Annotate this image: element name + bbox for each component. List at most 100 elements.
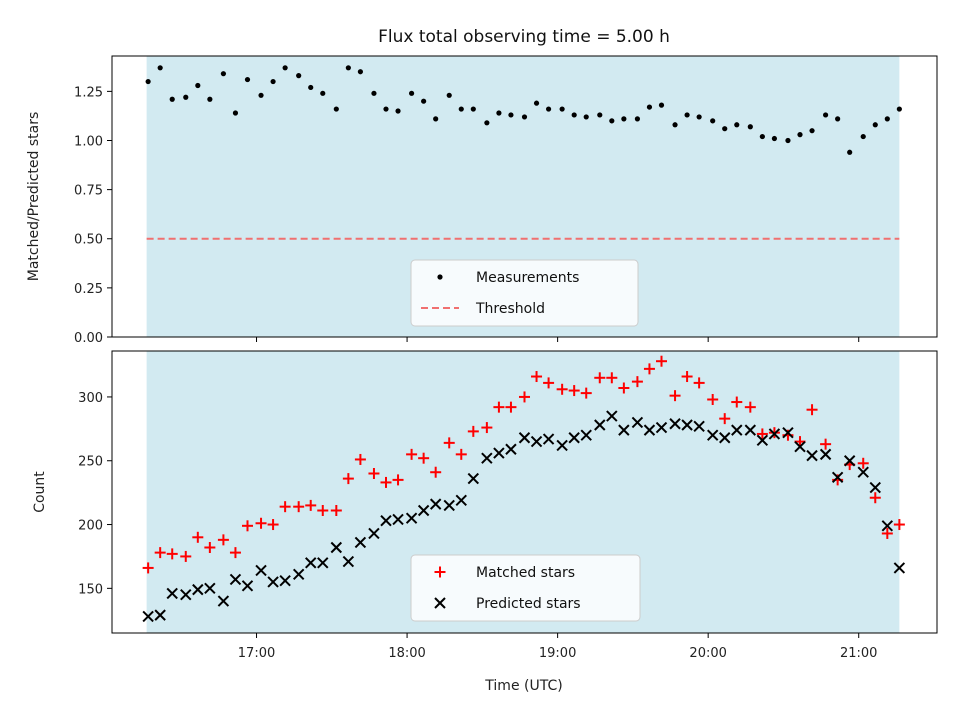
- chart-title: Flux total observing time = 5.00 h: [378, 27, 670, 47]
- point-dot-7-shape: [232, 110, 239, 116]
- point-plus-36: [594, 372, 606, 384]
- point-x-38-d2: [618, 424, 630, 436]
- point-x-41-d2: [655, 421, 668, 434]
- point-dot-60: [896, 106, 902, 112]
- point-plus-18: [368, 467, 380, 479]
- point-x-34: [568, 432, 580, 444]
- point-dot-12-shape: [296, 73, 302, 79]
- point-x-11: [279, 574, 291, 587]
- point-x-29: [505, 443, 517, 455]
- point-x-13: [305, 557, 317, 569]
- point-dot-32: [545, 106, 552, 112]
- point-x-3: [180, 589, 192, 601]
- point-dot-60-shape: [896, 106, 902, 112]
- point-dot-15-shape: [333, 106, 339, 112]
- point-plus-41: [655, 355, 667, 367]
- y-axis-label: Matched/Predicted stars: [26, 112, 42, 282]
- point-dot-12: [296, 73, 302, 79]
- point-x-29-d2: [505, 443, 517, 455]
- point-dot-17: [357, 69, 364, 75]
- point-x-43-d2: [681, 419, 693, 431]
- point-dot-9-shape: [258, 92, 264, 98]
- y-tick-label: 1.25: [74, 85, 103, 100]
- point-x-4-d2: [192, 583, 204, 596]
- point-dot-18: [371, 90, 377, 96]
- point-x-56: [843, 455, 856, 467]
- point-dot-11-shape: [282, 65, 288, 71]
- point-x-27-d2: [481, 452, 493, 464]
- point-x-2: [166, 587, 178, 600]
- point-x-42: [669, 418, 681, 430]
- y-tick-label: 150: [78, 582, 103, 597]
- point-dot-43-shape: [684, 112, 690, 118]
- point-x-6: [217, 595, 230, 607]
- point-x-36: [594, 419, 606, 431]
- point-dot-49: [759, 133, 765, 140]
- point-x-6-d2: [217, 595, 230, 607]
- point-x-44-d2: [693, 420, 705, 432]
- point-dot-48: [747, 124, 753, 130]
- point-dot-14: [320, 90, 326, 96]
- legend-label: Predicted stars: [476, 596, 581, 612]
- legend-swatch-dot-shape: [437, 274, 443, 280]
- point-dot-28-shape: [496, 110, 502, 116]
- point-x-16: [342, 555, 355, 568]
- point-plus-24: [443, 437, 455, 449]
- point-dot-3-shape: [183, 94, 189, 100]
- point-dot-41: [658, 102, 665, 108]
- x-tick-label: 19:00: [539, 646, 576, 661]
- point-x-10: [267, 576, 279, 588]
- point-dot-20-shape: [395, 108, 401, 114]
- point-dot-31-shape: [533, 100, 540, 106]
- point-plus-12: [293, 501, 305, 513]
- point-plus-31: [531, 371, 543, 383]
- point-dot-9: [258, 92, 264, 98]
- point-dot-40-shape: [646, 104, 653, 110]
- point-x-27: [481, 452, 493, 464]
- point-plus-9: [255, 517, 267, 529]
- point-dot-17-shape: [357, 69, 364, 75]
- legend-box: [410, 554, 641, 622]
- point-dot-14-shape: [320, 90, 326, 96]
- point-dot-22: [421, 98, 427, 104]
- point-plus-54: [820, 438, 832, 450]
- point-plus-2: [166, 548, 178, 560]
- point-x-41: [655, 421, 668, 434]
- point-plus-53: [806, 404, 818, 416]
- point-plus-4: [192, 531, 204, 543]
- legend-swatch-plus: [434, 566, 446, 578]
- x-tick-label: 20:00: [689, 646, 726, 661]
- point-dot-34-shape: [571, 112, 577, 118]
- point-plus-26: [467, 425, 479, 437]
- x-tick-label: 17:00: [238, 646, 275, 661]
- point-dot-16: [345, 65, 351, 71]
- point-dot-32-shape: [545, 106, 552, 112]
- point-x-4: [192, 583, 204, 596]
- point-dot-46: [722, 126, 728, 132]
- point-dot-59-shape: [884, 116, 890, 122]
- point-dot-35-shape: [583, 114, 589, 120]
- y-tick-label: 0.00: [74, 331, 103, 346]
- point-x-1: [154, 609, 166, 621]
- point-x-59-d2: [881, 520, 894, 532]
- point-dot-58-shape: [872, 122, 878, 128]
- point-plus-19: [380, 476, 392, 488]
- point-x-55: [831, 471, 844, 484]
- point-dot-50-shape: [771, 135, 778, 142]
- point-plus-14: [317, 505, 329, 517]
- point-dot-33-shape: [559, 106, 565, 112]
- point-x-59: [881, 520, 894, 532]
- point-x-35: [580, 429, 592, 441]
- point-plus-52: [794, 436, 806, 448]
- point-dot-28: [496, 110, 502, 116]
- point-plus-60: [893, 519, 905, 531]
- point-x-18: [368, 527, 380, 540]
- point-dot-23: [433, 116, 439, 122]
- point-dot-56: [847, 149, 853, 155]
- point-x-14-d2: [317, 557, 329, 569]
- point-dot-42-shape: [672, 122, 678, 128]
- point-dot-30: [521, 114, 528, 120]
- point-x-0: [142, 610, 154, 623]
- point-plus-58: [869, 492, 881, 504]
